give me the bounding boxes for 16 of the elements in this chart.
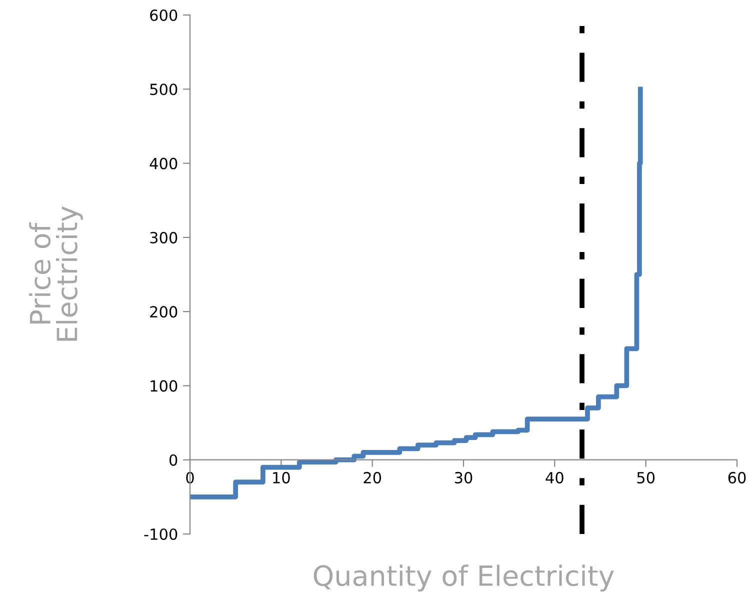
x-tick-label: 10: [273, 472, 290, 484]
y-tick-label: -100: [144, 528, 178, 540]
x-tick-label: 60: [728, 472, 746, 484]
y-axis-title: Price of Electricity: [29, 206, 83, 341]
y-tick-label: 200: [150, 306, 178, 318]
x-tick-label: 50: [637, 472, 655, 484]
y-tick-label: 500: [150, 84, 178, 96]
y-tick-label: 100: [150, 380, 178, 392]
y-tick-label: 600: [150, 9, 178, 22]
x-tick-label: 40: [546, 472, 564, 484]
x-axis-title: Quantity of Electricity: [314, 564, 614, 592]
x-tick-label: 20: [364, 472, 382, 484]
y-tick-label: 0: [169, 454, 178, 466]
y-tick-label: 400: [150, 158, 178, 170]
x-tick-label: 30: [454, 472, 472, 484]
y-tick-label: 300: [150, 232, 178, 244]
